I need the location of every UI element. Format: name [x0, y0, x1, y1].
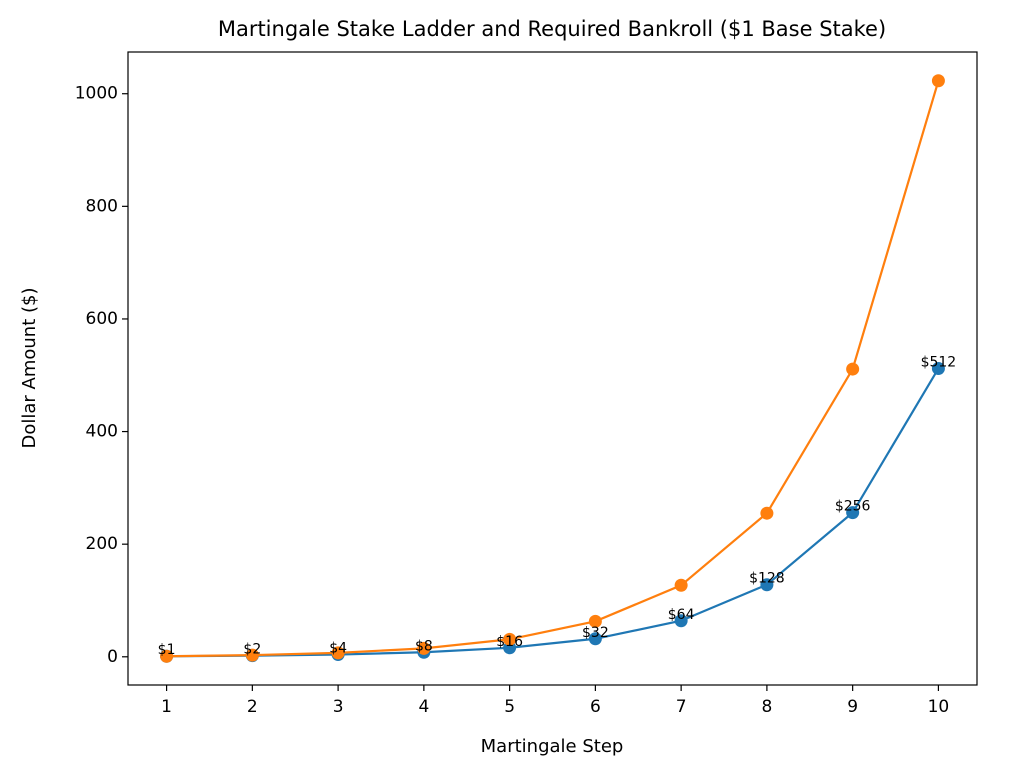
point	[331, 646, 345, 660]
value-label: $256	[835, 499, 871, 515]
point	[588, 614, 602, 628]
y-tick-label: 600	[86, 309, 118, 329]
value-label: $128	[749, 571, 785, 587]
value-label: $2	[243, 642, 261, 658]
value-label: $64	[668, 607, 695, 623]
y-axis-label: Dollar Amount ($)	[19, 288, 40, 449]
x-tick-label: 4	[418, 697, 429, 717]
point	[760, 506, 774, 520]
point	[846, 362, 860, 376]
point	[760, 578, 774, 592]
y-tick-label: 0	[107, 647, 118, 667]
x-tick-label: 1	[161, 697, 172, 717]
x-tick-label: 5	[504, 697, 515, 717]
series-line	[166, 80, 940, 658]
y-tick-label: 800	[86, 196, 118, 216]
point	[503, 632, 517, 646]
point	[160, 649, 174, 663]
series-line	[166, 367, 940, 658]
x-tick-label: 3	[333, 697, 344, 717]
y-tick-label: 400	[86, 422, 118, 442]
point	[674, 578, 688, 592]
value-label: $32	[582, 625, 609, 641]
x-tick-label: 9	[847, 697, 858, 717]
point	[417, 641, 431, 655]
value-label: $512	[921, 355, 957, 371]
point	[931, 362, 945, 375]
point	[931, 74, 945, 88]
x-tick-label: 6	[590, 697, 601, 717]
point	[846, 506, 860, 520]
x-axis-label: Martingale Step	[481, 736, 624, 757]
x-tick-label: 2	[247, 697, 258, 717]
value-label: $1	[158, 642, 176, 658]
value-label: $8	[415, 638, 433, 654]
plot-frame	[127, 51, 978, 686]
chart-title: Martingale Stake Ladder and Required Ban…	[218, 17, 886, 41]
x-tick-label: 7	[676, 697, 687, 717]
value-label: $16	[496, 634, 523, 650]
point	[588, 632, 602, 646]
point	[245, 648, 259, 662]
point	[674, 614, 688, 628]
value-label: $4	[329, 641, 347, 657]
y-tick-label: 200	[86, 534, 118, 554]
y-tick-label: 1000	[75, 84, 118, 104]
x-tick-label: 10	[928, 697, 950, 717]
x-tick-label: 8	[761, 697, 772, 717]
